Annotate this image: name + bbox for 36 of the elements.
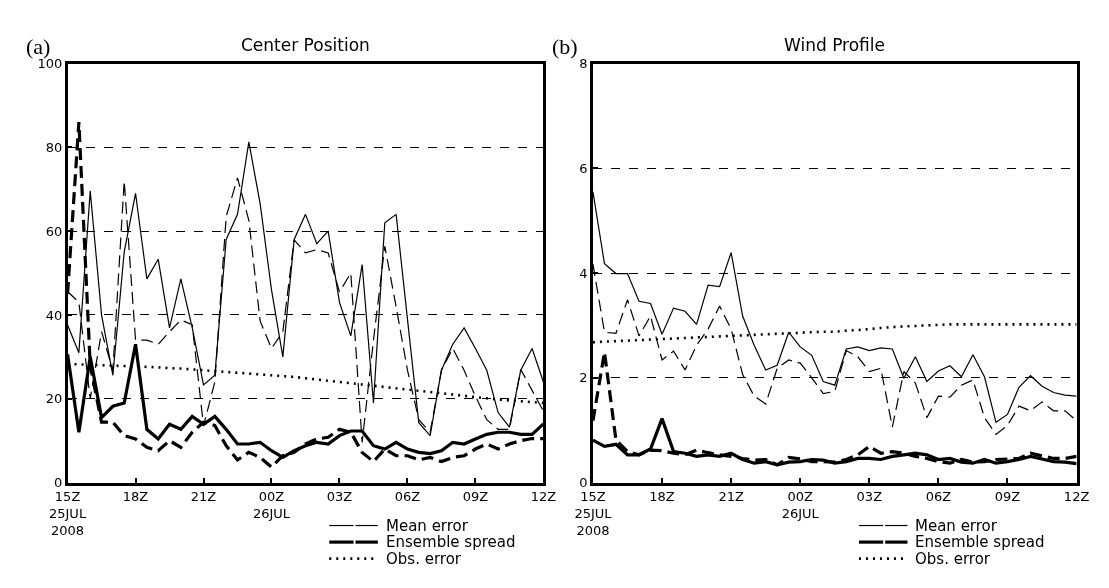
x-tick-label: 12Z [530, 488, 557, 504]
y-tick-label: 0 [579, 475, 588, 491]
text: (a) [26, 34, 51, 59]
x-tick-label: 15Z 25JUL 2008 [48, 488, 87, 538]
x-tick-label: 18Z [649, 488, 675, 504]
chart-title: Wind Profile [784, 35, 885, 55]
y-tick-label: 8 [579, 56, 588, 72]
y-tick-label: 60 [45, 223, 63, 239]
legend-label: Ensemble spread [915, 533, 1045, 551]
legend-label: Mean error [915, 517, 998, 535]
x-tick-label: 06Z [925, 488, 952, 504]
x-tick-label: 09Z [994, 488, 1021, 504]
legend-label: Mean error [386, 517, 469, 535]
x-tick-label: 15Z 25JUL 2008 [574, 488, 613, 538]
y-tick-label: 20 [45, 391, 63, 407]
y-tick-label: 4 [579, 265, 588, 281]
text: (b) [552, 34, 578, 59]
y-tick-label: 80 [45, 139, 63, 155]
legend-label: Ensemble spread [386, 533, 516, 551]
x-tick-label: 03Z [856, 488, 883, 504]
x-tick-label: 03Z [326, 488, 353, 504]
x-tick-label: 00Z 26JUL [781, 488, 820, 521]
legend-label: Obs. error [915, 550, 991, 568]
y-tick-label: 6 [579, 160, 588, 176]
y-tick-label: 2 [579, 370, 588, 386]
y-tick-label: 0 [53, 475, 63, 491]
x-tick-label: 00Z 26JUL [252, 488, 291, 521]
x-tick-label: 18Z [122, 488, 149, 504]
y-tick-label: 40 [45, 307, 63, 323]
x-tick-label: 09Z [462, 488, 489, 504]
chart-title: Center Position [241, 35, 370, 55]
x-tick-label: 21Z [718, 488, 744, 504]
x-tick-label: 06Z [394, 488, 421, 504]
x-tick-label: 12Z [1063, 488, 1090, 504]
x-tick-label: 21Z [190, 488, 217, 504]
legend-label: Obs. error [386, 550, 462, 568]
